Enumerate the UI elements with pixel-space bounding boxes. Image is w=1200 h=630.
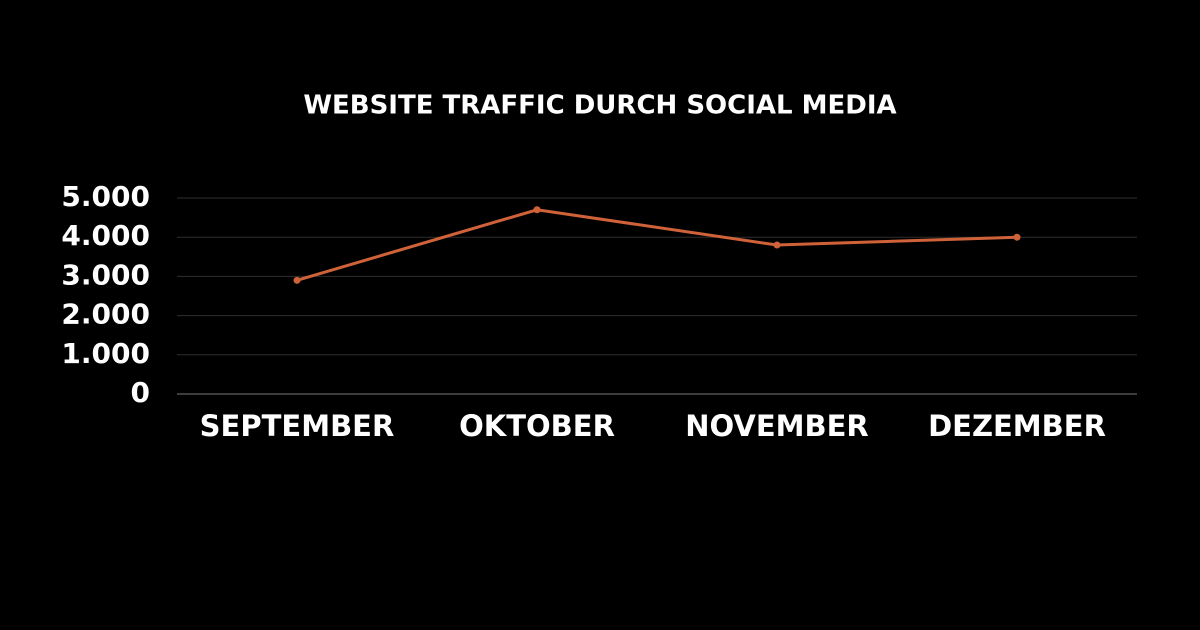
point: [1013, 233, 1021, 241]
y-tick-label: 3.000: [61, 258, 150, 291]
y-tick-label: 4.000: [61, 219, 150, 252]
y-tick-label: 2.000: [61, 298, 150, 331]
x-tick-label: OKTOBER: [459, 409, 615, 443]
y-tick-label: 0: [131, 376, 150, 409]
chart-title: WEBSITE TRAFFIC DURCH SOCIAL MEDIA: [303, 91, 896, 121]
y-tick-label: 1.000: [61, 337, 150, 370]
x-tick-label: NOVEMBER: [685, 409, 869, 443]
x-tick-label: DEZEMBER: [928, 409, 1106, 443]
point: [533, 206, 541, 214]
point: [293, 276, 301, 284]
x-tick-label: SEPTEMBER: [200, 409, 395, 443]
line: [296, 208, 1018, 282]
point: [773, 241, 781, 249]
y-tick-label: 5.000: [61, 180, 150, 213]
